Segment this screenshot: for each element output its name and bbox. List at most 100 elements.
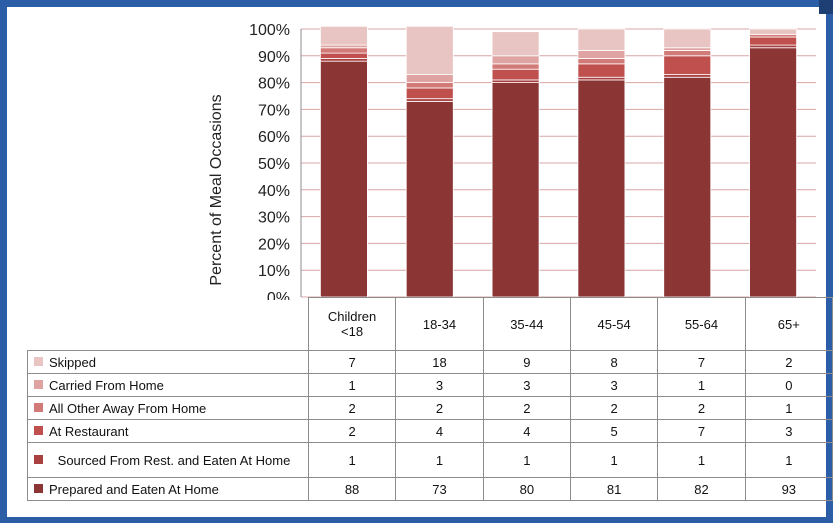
category-label: 65+ [744, 297, 833, 351]
series-legend-label: All Other Away From Home [27, 396, 309, 420]
table-cell-value: 2 [307, 419, 397, 443]
table-row: Skipped 7 18 9 8 7 2 [27, 350, 833, 374]
table-cell-value: 4 [482, 419, 571, 443]
series-legend-label: Skipped [27, 350, 309, 374]
category-label: 45-54 [569, 297, 659, 351]
table-cell-value: 3 [744, 419, 833, 443]
series-name: All Other Away From Home [49, 401, 207, 417]
bar-segment [749, 33, 797, 38]
legend-swatch [34, 455, 43, 465]
bar-segment [577, 28, 626, 51]
category-label: 55-64 [657, 297, 746, 351]
category-label: 35-44 [482, 297, 571, 351]
table-cell-value: 2 [744, 350, 833, 374]
table-row: Sourced From Rest. and Eaten At Home 1 1 1 1… [27, 442, 833, 478]
bar-segment [405, 82, 454, 89]
y-tick-label: 20% [258, 236, 290, 253]
bar-segment [320, 25, 368, 46]
table-row: All Other Away From Home 2 2 2 2 2 1 [27, 396, 833, 420]
table-cell-value: 93 [744, 477, 833, 501]
bar-segment [749, 47, 797, 298]
table-cell-value: 2 [307, 396, 397, 420]
bar-segment [749, 28, 797, 35]
bar-segment [491, 79, 540, 83]
table-cell-value: 1 [657, 373, 746, 397]
table-cell-value: 1 [569, 442, 659, 478]
bar-segment [577, 76, 626, 81]
bar-segment [491, 55, 540, 65]
legend-swatch [34, 484, 43, 494]
bar-segment [405, 100, 454, 298]
series-legend-label: Prepared and Eaten At Home [27, 477, 309, 501]
table-cell-value: 8 [569, 350, 659, 374]
legend-swatch [34, 380, 43, 390]
y-axis-ticks: 0% 10% 20% 30% 40% 50% 60% 70% 80% 90% 100% [249, 22, 290, 300]
table-cell-value: 1 [744, 396, 833, 420]
series-legend-label: Sourced From Rest. and Eaten At Home [27, 442, 309, 478]
table-cell-value: 1 [657, 442, 746, 478]
series-name: Sourced From Rest. and Eaten At Home [57, 453, 291, 469]
bar-segment [663, 74, 712, 78]
table-corner [27, 297, 309, 351]
category-label: Children <18 [307, 297, 397, 351]
series-legend-label: At Restaurant [27, 419, 309, 443]
y-tick-label: 10% [258, 263, 290, 280]
series-name: Prepared and Eaten At Home [49, 482, 219, 498]
bar-segment [491, 68, 540, 81]
y-tick-label: 0% [267, 290, 290, 300]
y-tick-label: 70% [258, 102, 290, 119]
table-cell-value: 3 [569, 373, 659, 397]
table-cell-value: 2 [569, 396, 659, 420]
table-cell-value: 1 [307, 373, 397, 397]
bar-segment [577, 50, 626, 59]
legend-swatch [34, 357, 43, 367]
data-table: Children <18 18-34 35-44 45-54 55-64 65+ Skipp… [27, 297, 833, 501]
bar-segment [663, 55, 712, 75]
table-row: At Restaurant 2 4 4 5 7 3 [27, 419, 833, 443]
table-cell-value: 80 [482, 477, 571, 501]
y-tick-label: 60% [258, 129, 290, 146]
bar-segment [663, 47, 712, 51]
table-cell-value: 4 [395, 419, 484, 443]
gridlines [300, 28, 816, 298]
stacked-bar-chart: 0% 10% 20% 30% 40% 50% 60% 70% 80% 90% 100% Percen… [208, 22, 816, 300]
bar-segment [320, 58, 368, 62]
bar-segment [749, 36, 797, 46]
table-cell-value: 1 [744, 442, 833, 478]
table-cell-value: 1 [307, 442, 397, 478]
bar-segment [491, 31, 540, 57]
series-name: At Restaurant [49, 424, 129, 440]
bar-segment [405, 98, 454, 102]
bar-segment [491, 63, 540, 70]
y-tick-label: 50% [258, 156, 290, 173]
bar-segment [663, 28, 712, 49]
bar-segment [577, 63, 626, 78]
bar-segment [663, 50, 712, 57]
table-cell-value: 9 [482, 350, 571, 374]
bar-segment [663, 76, 712, 298]
table-cell-value: 3 [395, 373, 484, 397]
table-cell-value: 0 [744, 373, 833, 397]
legend-swatch [34, 426, 43, 436]
table-cell-value: 5 [569, 419, 659, 443]
series-name: Carried From Home [49, 378, 164, 394]
table-cell-value: 7 [307, 350, 397, 374]
table-cell-value: 18 [395, 350, 484, 374]
category-label: 18-34 [395, 297, 484, 351]
y-tick-label: 100% [249, 22, 290, 39]
bar-segment [577, 79, 626, 298]
series-legend-label: Carried From Home [27, 373, 309, 397]
y-tick-label: 80% [258, 76, 290, 93]
y-tick-label: 90% [258, 49, 290, 66]
table-row: Prepared and Eaten At Home 88 73 80 81 82 93 [27, 477, 833, 501]
y-axis-label: Percent of Meal Occasions [208, 94, 225, 285]
table-cell-value: 3 [482, 373, 571, 397]
table-cell-value: 7 [657, 419, 746, 443]
bar-segment [577, 58, 626, 65]
bar-segment [749, 44, 797, 49]
table-cell-value: 1 [395, 442, 484, 478]
bar-segment [405, 74, 454, 83]
table-cell-value: 73 [395, 477, 484, 501]
y-tick-label: 30% [258, 210, 290, 227]
bar-segment [320, 47, 368, 54]
